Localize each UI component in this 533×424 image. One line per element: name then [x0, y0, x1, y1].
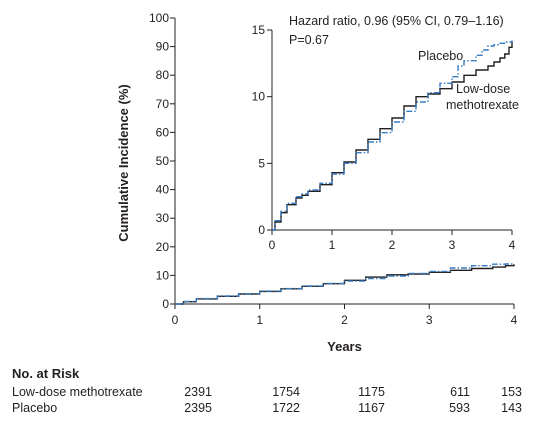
- y-tick-label: 30: [156, 211, 170, 225]
- risk-value: 1167: [358, 401, 385, 415]
- x-axis-title: Years: [327, 339, 362, 354]
- risk-value: 593: [449, 401, 470, 415]
- inset-x-tick-label: 4: [509, 238, 516, 252]
- inset-y-tick-label: 0: [258, 223, 265, 237]
- y-tick-label: 60: [156, 125, 170, 139]
- x-tick-label: 2: [341, 313, 348, 327]
- inset-x-tick-label: 3: [449, 238, 456, 252]
- hazard-ratio-annotation: Hazard ratio, 0.96 (95% CI, 0.79–1.16): [289, 14, 504, 28]
- inset-y-tick-label: 10: [252, 90, 266, 104]
- x-tick-label: 1: [256, 313, 263, 327]
- series-line-placebo: [175, 263, 515, 305]
- risk-value: 1175: [358, 385, 385, 399]
- inset-series-line-low-dose-methotrexate: [272, 40, 513, 231]
- x-tick-label: 4: [511, 313, 518, 327]
- p-value-annotation: P=0.67: [289, 33, 329, 47]
- methotrexate-series-label-line2: methotrexate: [446, 98, 519, 112]
- y-tick-label: 40: [156, 183, 170, 197]
- risk-table-title: No. at Risk: [12, 366, 80, 381]
- inset-x-tick-label: 1: [329, 238, 336, 252]
- risk-value: 1722: [272, 401, 300, 415]
- x-tick-label: 3: [426, 313, 433, 327]
- y-tick-label: 20: [156, 240, 170, 254]
- y-tick-label: 70: [156, 97, 170, 111]
- risk-value: 2395: [184, 401, 212, 415]
- inset-x-tick-label: 2: [389, 238, 396, 252]
- inset-series-line-placebo: [272, 40, 513, 231]
- y-tick-label: 100: [149, 11, 169, 25]
- inset-x-tick-label: 0: [269, 238, 276, 252]
- y-tick-label: 50: [156, 154, 170, 168]
- risk-row-label: Placebo: [12, 401, 58, 415]
- series-line-low-dose-methotrexate: [175, 264, 515, 305]
- risk-value: 2391: [184, 385, 212, 399]
- risk-value: 153: [501, 385, 522, 399]
- risk-value: 1754: [272, 385, 300, 399]
- inset-y-tick-label: 15: [252, 23, 266, 37]
- risk-row-methotrexate: Low-dose methotrexate 2391 1754 1175 611…: [12, 385, 527, 401]
- methotrexate-series-label-line1: Low-dose: [456, 82, 510, 96]
- risk-value: 611: [450, 385, 470, 399]
- risk-row-label: Low-dose methotrexate: [12, 385, 143, 399]
- x-tick-label: 0: [172, 313, 179, 327]
- y-tick-label: 10: [156, 268, 170, 282]
- y-tick-label: 90: [156, 40, 170, 54]
- y-axis-title: Cumulative Incidence (%): [116, 84, 131, 241]
- risk-row-placebo: Placebo 2395 1722 1167 593 143: [12, 401, 527, 417]
- y-tick-label: 0: [162, 297, 169, 311]
- risk-value: 143: [501, 401, 522, 415]
- placebo-series-label: Placebo: [418, 49, 463, 63]
- y-tick-label: 80: [156, 68, 170, 82]
- inset-y-tick-label: 5: [258, 156, 265, 170]
- inset-panel: 0 5 10 15 0 1 2 3 4 Hazard ratio, 0.96 (95% CI, 0…: [252, 14, 519, 252]
